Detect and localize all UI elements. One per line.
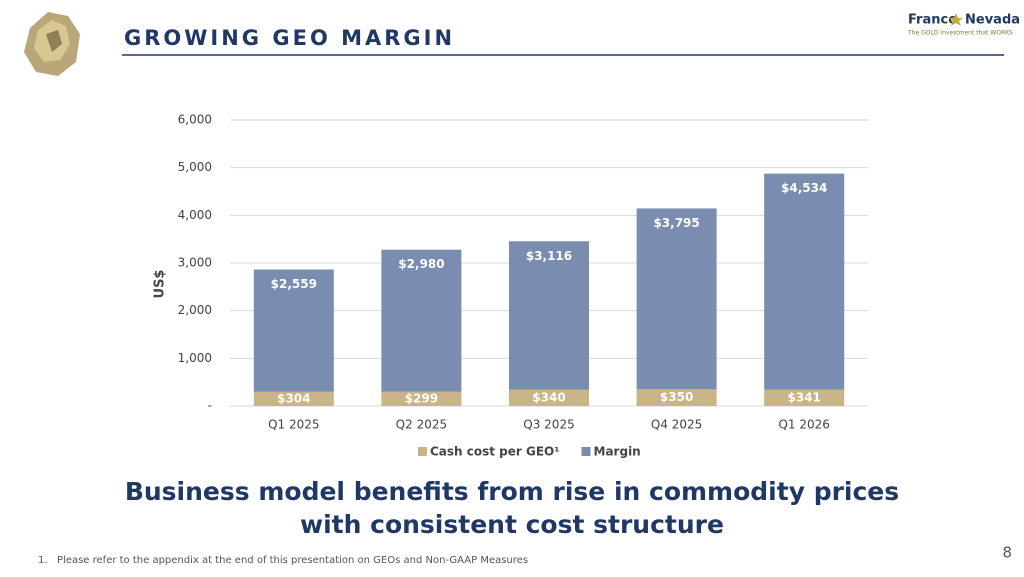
y-tick-label: 4,000	[178, 208, 212, 222]
bar-segment	[636, 389, 717, 406]
headline-line: Business model benefits from rise in com…	[125, 477, 899, 506]
footnote-text: Please refer to the appendix at the end …	[57, 555, 528, 566]
data-label: $350	[660, 390, 693, 404]
y-tick-label: 6,000	[178, 113, 212, 127]
bar-segment	[509, 241, 589, 390]
y-tick-label: 3,000	[178, 256, 212, 270]
data-label: $299	[405, 391, 438, 405]
data-label: $304	[277, 391, 310, 405]
y-tick-label: 2,000	[178, 303, 212, 317]
x-tick-label: Q2 2025	[396, 418, 447, 432]
bar-segment	[509, 389, 589, 406]
logo-star	[949, 13, 963, 26]
bar-segment	[253, 269, 334, 392]
y-axis-label: US$	[153, 270, 168, 299]
logo-right: Nevada	[965, 13, 1020, 28]
bar-segment	[381, 391, 462, 406]
data-label: $3,116	[526, 249, 572, 263]
legend-swatch	[581, 447, 591, 456]
bar-segment	[764, 173, 845, 390]
legend-label: Cash cost per GEO¹	[430, 445, 560, 459]
plot: - 1,000 2,000 3,000 4,000 5,000 6,000 Q1 2025 $3…	[178, 113, 868, 459]
logo-tagline: The GOLD Investment that WORKS	[907, 30, 1013, 37]
data-label: $4,534	[781, 181, 827, 195]
data-label: $340	[532, 390, 565, 404]
x-tick-label: Q1 2025	[268, 418, 319, 432]
bar-segment	[764, 389, 845, 406]
bar-segment	[253, 391, 334, 406]
y-tick-label: 1,000	[178, 351, 212, 365]
x-tick-label: Q1 2026	[778, 418, 829, 432]
data-label: $3,795	[653, 216, 699, 230]
data-label: $2,559	[271, 277, 317, 291]
x-tick-label: Q3 2025	[523, 418, 574, 432]
y-tick-label: 5,000	[178, 160, 212, 174]
bar-segment	[381, 249, 462, 392]
x-tick-label: Q4 2025	[651, 418, 702, 432]
slide-title: GROWING GEO MARGIN	[124, 26, 455, 50]
footnote-number: 1.	[38, 555, 48, 566]
logo-left: Franco	[908, 13, 957, 28]
data-label: $2,980	[398, 257, 444, 271]
legend-label: Margin	[594, 445, 641, 459]
rock-icon	[24, 12, 80, 76]
bar-segment	[636, 208, 717, 390]
data-label: $341	[787, 390, 820, 404]
page-number: 8	[1002, 544, 1012, 562]
headline-line: with consistent cost structure	[300, 510, 724, 539]
legend-swatch	[418, 447, 427, 456]
y-tick-label: -	[208, 399, 212, 413]
